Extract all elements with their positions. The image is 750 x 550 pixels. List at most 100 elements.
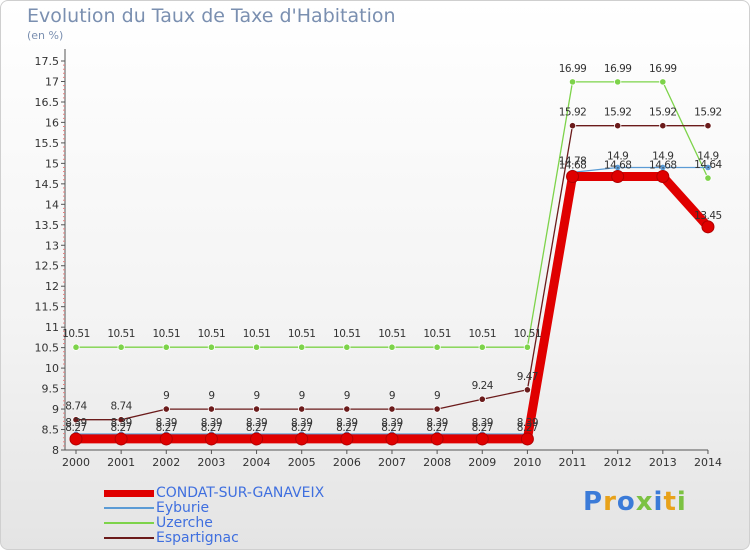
data-label: 9	[208, 390, 214, 402]
data-label: 8.39	[517, 417, 538, 429]
x-tick-label: 2003	[197, 456, 225, 469]
data-label: 8.27	[336, 422, 357, 434]
data-label: 10.51	[107, 328, 135, 340]
y-tick-label: 8	[52, 444, 59, 457]
data-point	[250, 432, 264, 446]
data-label: 14.68	[604, 159, 632, 171]
data-label: 9	[434, 390, 440, 402]
data-label: 8.39	[65, 417, 86, 429]
data-point	[701, 220, 715, 234]
data-point	[340, 432, 354, 446]
logo-letter: i	[653, 487, 664, 517]
y-tick-label: 17.5	[35, 55, 60, 68]
data-point	[117, 343, 125, 351]
data-point	[159, 432, 173, 446]
legend-swatch-eyburie	[104, 507, 154, 509]
data-point	[659, 122, 667, 130]
data-point	[117, 416, 125, 424]
data-point	[433, 343, 441, 351]
data-label: 8.74	[110, 401, 132, 413]
y-tick-label: 13	[45, 239, 59, 252]
data-label: 10.51	[333, 328, 361, 340]
x-tick-label: 2008	[423, 456, 451, 469]
data-point	[298, 343, 306, 351]
data-label: 8.39	[110, 417, 131, 429]
x-tick-label: 2000	[62, 456, 90, 469]
x-tick-label: 2006	[333, 456, 361, 469]
data-point	[388, 343, 396, 351]
x-tick-label: 2007	[378, 456, 406, 469]
legend-swatch-espartignac	[104, 537, 154, 539]
data-label: 16.99	[604, 63, 632, 75]
x-tick-label: 2004	[243, 456, 271, 469]
data-label: 8.27	[156, 422, 177, 434]
data-label: 8.39	[472, 417, 493, 429]
data-label: 8.27	[381, 422, 402, 434]
data-label: 8.27	[246, 422, 267, 434]
data-point	[343, 343, 351, 351]
data-point	[478, 395, 486, 403]
data-label: 8.39	[291, 417, 312, 429]
data-label: 8.39	[381, 417, 402, 429]
data-label: 8.39	[246, 417, 267, 429]
y-tick-label: 10	[45, 362, 59, 375]
x-tick-label: 2010	[513, 456, 541, 469]
data-point	[520, 432, 534, 446]
data-point	[478, 343, 486, 351]
data-point	[343, 405, 351, 413]
y-tick-label: 11.5	[35, 301, 60, 314]
y-tick-label: 13.5	[35, 219, 60, 232]
data-point	[162, 343, 170, 351]
y-tick-label: 11	[45, 321, 59, 334]
data-point	[523, 386, 532, 394]
data-label: 14.78	[559, 155, 587, 167]
data-point	[295, 432, 309, 446]
data-point	[659, 78, 667, 86]
series-line-2	[75, 81, 709, 348]
data-point	[614, 78, 622, 86]
legend-label-eyburie: Eyburie	[156, 500, 210, 516]
data-label: 9	[389, 390, 395, 402]
data-point	[207, 343, 216, 351]
legend-label-espartignac: Espartignac	[156, 530, 239, 546]
data-point	[568, 78, 577, 86]
data-point	[704, 174, 712, 182]
logo-letter: x	[635, 487, 654, 517]
data-label: 8.39	[336, 417, 357, 429]
data-label: 9	[299, 390, 305, 402]
y-tick-label: 10.5	[35, 342, 60, 355]
logo-letter: t	[663, 487, 677, 517]
y-tick-label: 9	[52, 403, 59, 416]
data-point	[433, 405, 441, 413]
x-tick-label: 2013	[649, 456, 677, 469]
x-tick-label: 2012	[604, 456, 632, 469]
data-label: 10.51	[423, 328, 451, 340]
data-label: 14.64	[694, 159, 722, 171]
data-point	[204, 432, 218, 446]
data-label: 9	[163, 390, 169, 402]
data-label: 10.51	[288, 328, 316, 340]
proxiti-logo: Proxiti	[583, 487, 687, 517]
data-label: 8.27	[65, 422, 86, 434]
x-tick-label: 2005	[288, 456, 316, 469]
legend-label-condat: CONDAT-SUR-GANAVEIX	[156, 485, 325, 501]
data-label: 8.39	[156, 417, 177, 429]
data-point	[614, 122, 622, 130]
data-point	[430, 432, 444, 446]
data-label: 8.27	[517, 422, 538, 434]
data-label: 10.51	[514, 328, 542, 340]
data-label: 10.51	[378, 328, 406, 340]
y-tick-label: 16	[45, 116, 59, 129]
data-label: 10.51	[198, 328, 226, 340]
data-point	[114, 432, 128, 446]
data-point	[611, 169, 625, 183]
x-tick-label: 2002	[152, 456, 180, 469]
data-point	[568, 122, 577, 130]
data-label: 9	[344, 390, 350, 402]
data-label: 15.92	[694, 107, 722, 119]
logo-letter: i	[676, 487, 687, 517]
data-label: 10.51	[468, 328, 496, 340]
data-label: 14.9	[697, 150, 718, 162]
